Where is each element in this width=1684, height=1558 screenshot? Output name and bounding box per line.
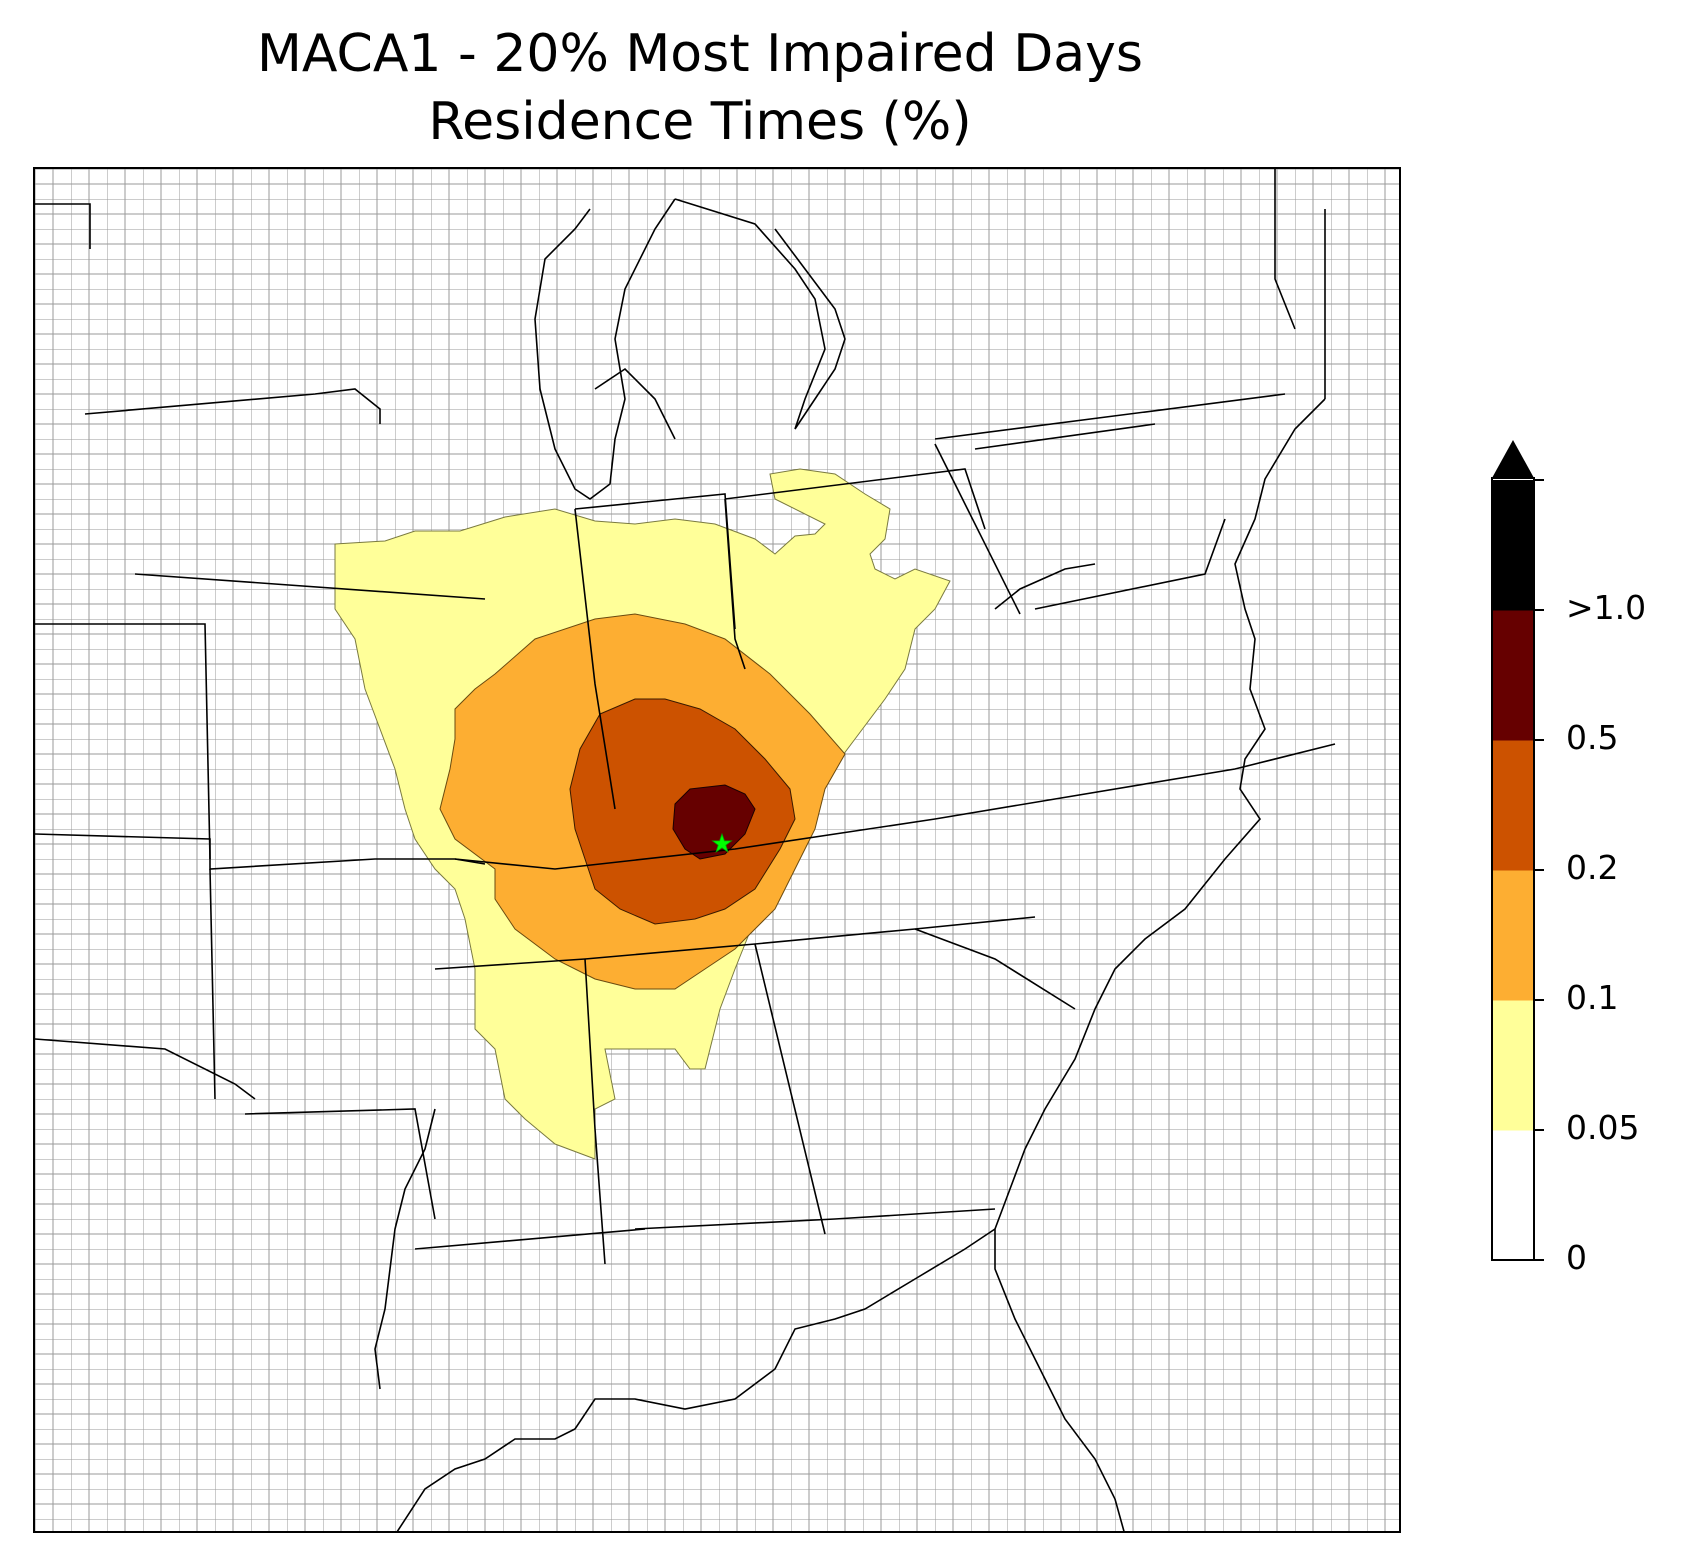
map-title-line-1: MACA1 - 20% Most Impaired Days	[257, 24, 1143, 84]
colorbar-tick-label-0.2: 0.2	[1566, 848, 1619, 887]
map-title-line-2: Residence Times (%)	[428, 92, 972, 152]
colorbar-bin->1.0	[1492, 480, 1534, 611]
colorbar-extend-arrow	[1492, 440, 1534, 478]
colorbar-bin-0.5-1.0	[1492, 610, 1534, 741]
colorbar-tick-label-0.5: 0.5	[1566, 718, 1619, 757]
colorbar-tick-label-0: 0	[1566, 1238, 1587, 1277]
colorbar-tick-label-0.05: 0.05	[1566, 1108, 1640, 1147]
coastlines	[374, 198, 1326, 1531]
contour-0.5	[672, 784, 756, 860]
state-boundaries	[35, 169, 1336, 1265]
colorbar-bin-0.1-0.2	[1492, 870, 1534, 1001]
colorbar-bin-0.05-0.1	[1492, 1000, 1534, 1131]
colorbar-tick-label-1.0: >1.0	[1566, 588, 1647, 627]
colorbar-ticks	[1534, 479, 1544, 1261]
colorbar-tick-label-0.1: 0.1	[1566, 978, 1619, 1017]
colorbar-bin-0-0.05	[1492, 1130, 1534, 1261]
map-panel	[33, 167, 1401, 1533]
colorbar-bins	[1492, 480, 1534, 1261]
colorbar-bin-0.2-0.5	[1492, 740, 1534, 871]
map-canvas	[35, 169, 1399, 1531]
receptor-star-icon	[711, 832, 733, 853]
